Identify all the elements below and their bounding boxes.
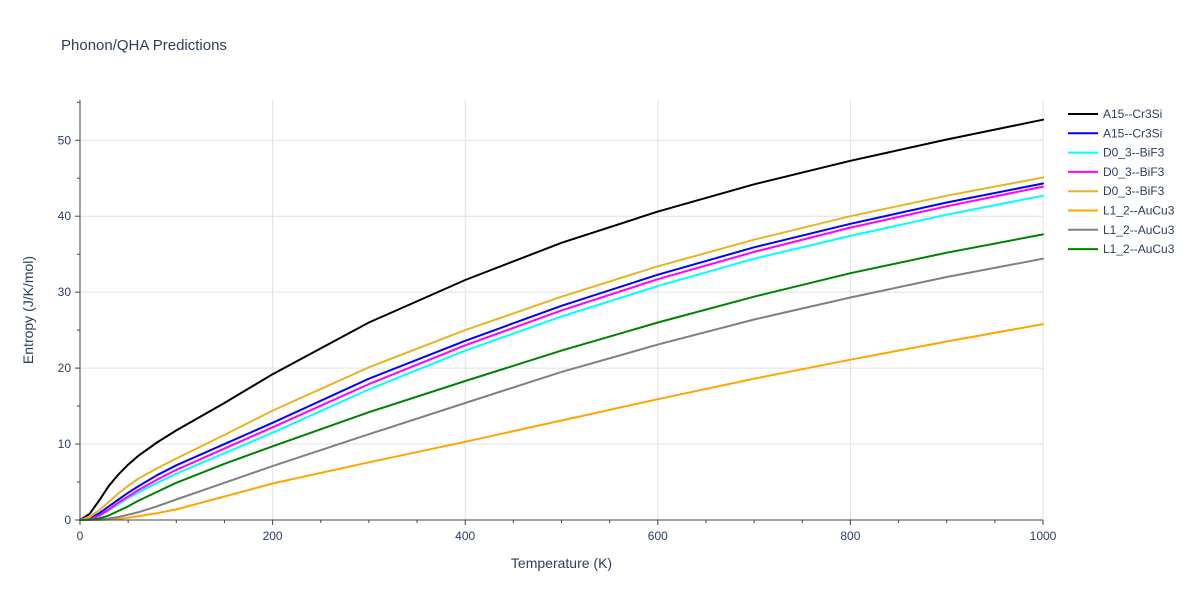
legend-item-2[interactable]: A15--Cr3Si	[1068, 126, 1162, 140]
x-tick-label: 400	[455, 529, 475, 543]
axes: 0 200 400 600 800 1000 0 10 20 30 40 50	[58, 100, 1057, 543]
legend-label: L1_2--AuCu3	[1103, 242, 1175, 256]
legend-item-5[interactable]: D0_3--BiF3	[1068, 184, 1165, 198]
y-tick-label: 10	[58, 437, 72, 451]
series-line-5[interactable]	[79, 176, 1044, 521]
series-line-4[interactable]	[79, 185, 1044, 521]
legend-item-7[interactable]: L1_2--AuCu3	[1068, 223, 1175, 237]
y-tick-label: 0	[64, 513, 71, 527]
x-tick-label: 0	[77, 529, 84, 543]
x-tick-label: 800	[840, 529, 860, 543]
legend-label: L1_2--AuCu3	[1103, 204, 1175, 218]
series-line-6[interactable]	[79, 323, 1044, 521]
legend-item-3[interactable]: D0_3--BiF3	[1068, 146, 1165, 160]
legend-item-1[interactable]: A15--Cr3Si	[1068, 107, 1162, 121]
x-axis-title: Temperature (K)	[511, 555, 612, 571]
x-tick-label: 600	[648, 529, 668, 543]
legend-label: L1_2--AuCu3	[1103, 223, 1175, 237]
series-line-8[interactable]	[79, 233, 1044, 521]
y-tick-label: 20	[58, 361, 72, 375]
legend-label: D0_3--BiF3	[1103, 146, 1165, 160]
series-line-1[interactable]	[79, 118, 1044, 521]
legend-item-4[interactable]: D0_3--BiF3	[1068, 165, 1165, 179]
legend-item-8[interactable]: L1_2--AuCu3	[1068, 242, 1175, 256]
legend[interactable]: A15--Cr3Si A15--Cr3Si D0_3--BiF3 D0_3--BiF3…	[1068, 107, 1175, 256]
x-tick-label: 200	[263, 529, 283, 543]
series-line-7[interactable]	[79, 257, 1044, 521]
x-tick-label: 1000	[1030, 529, 1057, 543]
legend-label: D0_3--BiF3	[1103, 165, 1165, 179]
legend-label: A15--Cr3Si	[1103, 107, 1162, 121]
series-line-3[interactable]	[79, 194, 1044, 521]
y-tick-label: 50	[58, 133, 72, 147]
plot-area[interactable]	[79, 118, 1044, 521]
y-tick-label: 40	[58, 209, 72, 223]
series-line-2[interactable]	[79, 182, 1044, 521]
legend-label: A15--Cr3Si	[1103, 126, 1162, 140]
legend-item-6[interactable]: L1_2--AuCu3	[1068, 204, 1175, 218]
legend-label: D0_3--BiF3	[1103, 184, 1165, 198]
y-tick-label: 30	[58, 285, 72, 299]
chart-title: Phonon/QHA Predictions	[61, 37, 227, 54]
y-axis-title: Entropy (J/K/mol)	[20, 256, 36, 364]
